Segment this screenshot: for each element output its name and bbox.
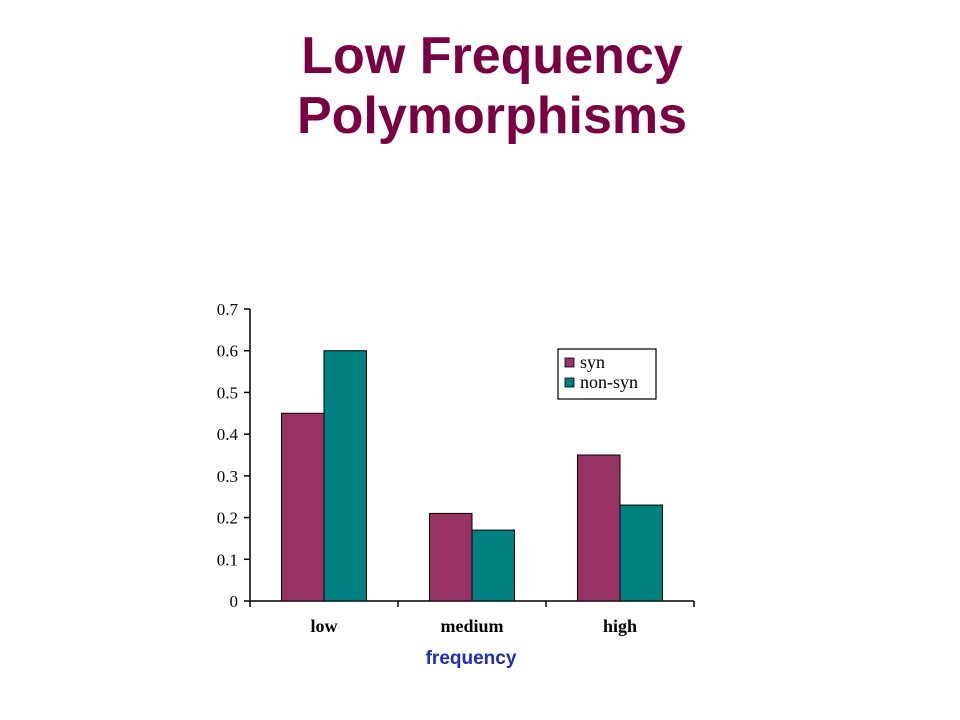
bar-syn-medium [429,512,473,602]
bar-non-syn-medium [471,529,515,602]
y-axis: 0 0.1 0.2 0.3 0.4 0.5 0.6 0.7 [217,300,251,611]
y-tick-label: 0.5 [217,383,238,402]
legend-label-non-syn: non-syn [580,372,638,392]
bar-syn-high [577,454,621,602]
bar-non-syn-high [619,504,663,602]
bar-non-syn-low [323,350,367,602]
slide-title-line-2: Polymorphisms [296,87,688,145]
y-tick-label: 0.3 [217,467,238,486]
x-category-label: medium [441,616,504,636]
y-tick-label: 0.1 [217,550,238,569]
bar-syn-low [281,412,325,602]
legend-swatch-non-syn [564,377,575,388]
slide-title: Low Frequency Polymorphisms [0,26,960,146]
bars [281,350,663,602]
legend-label-syn: syn [580,352,605,372]
x-category-label: low [311,616,338,636]
legend-box [557,348,657,400]
x-axis-title: frequency [426,648,517,669]
y-tick-label: 0.2 [217,509,238,528]
y-tick-label: 0.4 [217,425,239,444]
y-tick-label: 0.7 [217,300,239,319]
slide-title-line-1: Low Frequency [301,27,683,85]
legend-swatch-syn [564,357,575,368]
y-tick-label: 0.6 [217,342,238,361]
x-axis: low medium high [249,600,695,636]
x-category-label: high [603,616,637,636]
y-tick-label: 0 [230,592,239,611]
